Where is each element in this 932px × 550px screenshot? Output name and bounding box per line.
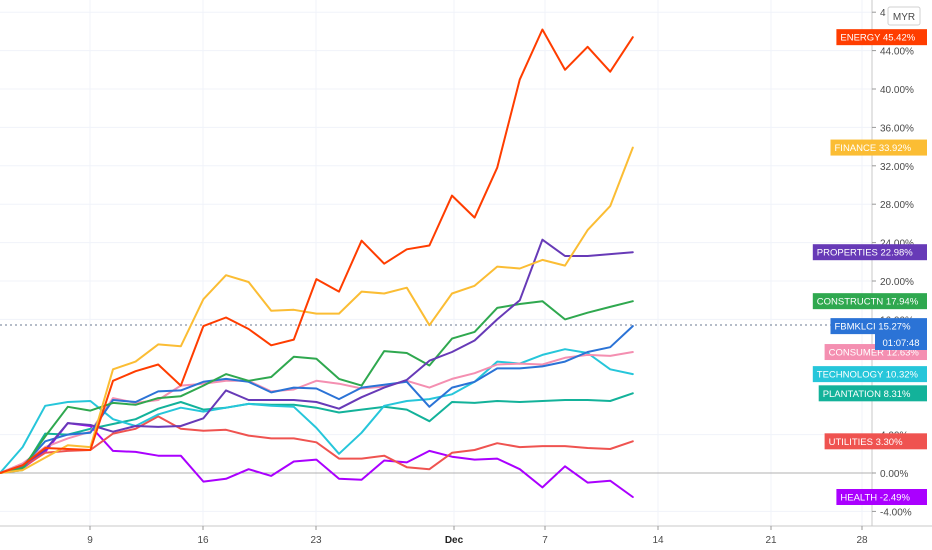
- x-tick-label: Dec: [445, 535, 464, 546]
- y-tick-label: 32.00%: [880, 162, 914, 173]
- value-label-bg: [812, 293, 927, 310]
- y-tick-label: 36.00%: [880, 123, 914, 134]
- value-label-technology: TECHNOLOGY 10.32%: [812, 366, 927, 383]
- series-line-energy[interactable]: [0, 28, 634, 474]
- currency-label: MYR: [893, 12, 915, 23]
- value-label-health: HEALTH -2.49%: [836, 489, 927, 505]
- y-tick-label: 0.00%: [880, 469, 908, 480]
- value-label-text: ENERGY 45.42%: [840, 33, 915, 44]
- value-label-bg: [830, 139, 927, 156]
- x-tick-label: 9: [87, 535, 93, 546]
- value-label-bg: [812, 244, 927, 261]
- x-tick-label: 16: [197, 535, 209, 546]
- y-tick-label: 28.00%: [880, 200, 914, 211]
- x-tick-label: 28: [856, 535, 868, 546]
- value-label-bg: [812, 366, 927, 383]
- series-value-labels: ENERGY 45.42% FINANCE 33.92% PROPERTIES 22…: [812, 29, 927, 505]
- value-label-finance: FINANCE 33.92%: [830, 139, 927, 156]
- series-line-plantation[interactable]: [0, 392, 634, 474]
- price-axis-ticks: 4 44.00% 40.00% 36.00% 32.00% 28.00% 24.00% 20.…: [872, 8, 914, 518]
- crosshair-time-text: 01:07:48: [883, 338, 920, 349]
- value-label-utilities: UTILITIES 3.30%: [824, 433, 927, 450]
- series-line-properties[interactable]: [0, 238, 634, 474]
- y-tick-label: 40.00%: [880, 85, 914, 96]
- x-tick-label: 7: [542, 535, 548, 546]
- value-label-text: FINANCE 33.92%: [835, 143, 912, 154]
- value-label-energy: ENERGY 45.42%: [836, 29, 927, 46]
- value-label-text: UTILITIES 3.30%: [829, 437, 903, 448]
- time-axis-ticks: 9 16 23 Dec 7 14 21 28: [87, 526, 868, 546]
- value-label-text: HEALTH -2.49%: [840, 493, 910, 504]
- series-line-finance[interactable]: [0, 146, 634, 474]
- value-label-text: CONSUMER 12.63%: [829, 348, 920, 359]
- y-tick-label: 44.00%: [880, 47, 914, 58]
- series-line-fbmklci[interactable]: [0, 325, 634, 474]
- x-tick-label: 14: [652, 535, 664, 546]
- x-tick-label: 21: [765, 535, 777, 546]
- y-tick-label: 20.00%: [880, 277, 914, 288]
- currency-badge[interactable]: MYR: [887, 6, 921, 26]
- value-label-constructn: CONSTRUCTN 17.94%: [812, 293, 927, 310]
- crosshair-time-badge: 01:07:48: [875, 334, 927, 350]
- value-label-text: TECHNOLOGY 10.32%: [817, 370, 919, 381]
- series-lines: [0, 28, 634, 498]
- value-label-text: FBMKLCI 15.27%: [835, 322, 912, 333]
- value-label-bg: [830, 318, 927, 335]
- gridlines: [0, 0, 872, 526]
- value-label-text: PROPERTIES 22.98%: [817, 248, 913, 259]
- value-label-plantation: PLANTATION 8.31%: [818, 385, 927, 402]
- x-tick-label: 23: [310, 535, 322, 546]
- value-label-properties: PROPERTIES 22.98%: [812, 244, 927, 261]
- y-tick-label: 4: [880, 8, 886, 19]
- y-tick-label: -4.00%: [880, 507, 912, 518]
- value-label-bg: [836, 29, 927, 46]
- value-label-text: PLANTATION 8.31%: [823, 389, 911, 400]
- value-label-bg: [824, 433, 927, 450]
- y-tick-label: 24.00%: [880, 239, 914, 250]
- series-line-technology[interactable]: [0, 348, 634, 474]
- series-line-health[interactable]: [0, 422, 634, 498]
- value-label-fbmklci: FBMKLCI 15.27%: [830, 318, 927, 335]
- value-label-text: CONSTRUCTN 17.94%: [817, 297, 919, 308]
- value-label-bg: [836, 489, 927, 505]
- series-line-utilities[interactable]: [0, 415, 634, 474]
- value-label-bg: [818, 385, 927, 402]
